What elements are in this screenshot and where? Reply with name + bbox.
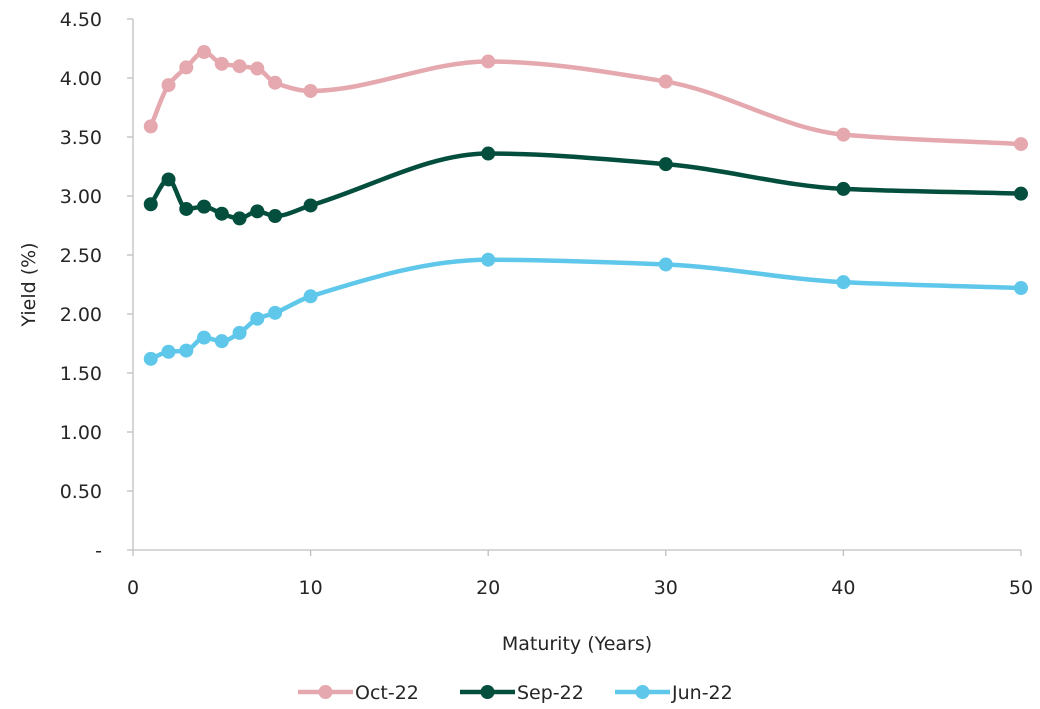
series-layer bbox=[143, 45, 1028, 366]
x-tick-label: 40 bbox=[831, 577, 855, 599]
data-point-sep-22 bbox=[232, 211, 247, 226]
data-point-oct-22 bbox=[836, 127, 851, 142]
data-point-jun-22 bbox=[161, 344, 176, 359]
data-point-sep-22 bbox=[161, 172, 176, 187]
data-point-jun-22 bbox=[179, 343, 194, 358]
legend-swatch-marker bbox=[480, 685, 495, 699]
y-tick-label: 3.50 bbox=[60, 127, 102, 149]
y-tick-label: 2.00 bbox=[60, 304, 102, 326]
data-point-oct-22 bbox=[161, 78, 176, 93]
data-point-sep-22 bbox=[143, 197, 158, 212]
data-point-jun-22 bbox=[250, 311, 265, 326]
legend-item-jun-22: Jun-22 bbox=[615, 682, 733, 704]
x-tick-label: 0 bbox=[127, 577, 139, 599]
data-point-oct-22 bbox=[143, 119, 158, 134]
y-tick-label: 1.00 bbox=[60, 422, 102, 444]
data-point-sep-22 bbox=[268, 209, 283, 224]
data-point-oct-22 bbox=[250, 61, 265, 76]
data-point-oct-22 bbox=[268, 75, 283, 90]
legend-swatch-marker bbox=[635, 685, 650, 699]
y-tick-label: 0.50 bbox=[60, 481, 102, 503]
data-point-oct-22 bbox=[214, 56, 229, 71]
y-tick-label: 2.50 bbox=[60, 245, 102, 267]
data-point-jun-22 bbox=[303, 289, 318, 304]
data-point-jun-22 bbox=[481, 252, 496, 267]
data-point-sep-22 bbox=[179, 201, 194, 216]
x-tick-label: 30 bbox=[654, 577, 678, 599]
data-point-oct-22 bbox=[658, 74, 673, 89]
data-point-oct-22 bbox=[179, 60, 194, 75]
x-tick-label: 10 bbox=[299, 577, 323, 599]
x-axis-ticks: 0 10 20 30 40 50 bbox=[127, 550, 1033, 599]
data-point-sep-22 bbox=[250, 204, 265, 219]
data-point-jun-22 bbox=[658, 257, 673, 272]
y-axis-ticks: - 0.50 1.00 1.50 2.00 2.50 3.00 3.50 4.00 4.50 bbox=[60, 9, 133, 562]
x-tick-label: 20 bbox=[476, 577, 500, 599]
x-axis-title: Maturity (Years) bbox=[502, 633, 652, 655]
legend-label: Jun-22 bbox=[671, 682, 733, 704]
legend: Oct-22 Sep-22 Jun-22 bbox=[298, 682, 733, 704]
y-tick-label: - bbox=[95, 540, 102, 562]
series-jun-22 bbox=[143, 252, 1028, 366]
y-tick-label: 1.50 bbox=[60, 363, 102, 385]
data-point-sep-22 bbox=[658, 157, 673, 172]
data-point-jun-22 bbox=[268, 305, 283, 320]
data-point-sep-22 bbox=[836, 181, 851, 196]
data-point-oct-22 bbox=[303, 83, 318, 98]
data-point-sep-22 bbox=[303, 198, 318, 213]
series-line-oct-22 bbox=[148, 49, 1024, 147]
data-point-oct-22 bbox=[197, 45, 212, 60]
data-point-jun-22 bbox=[232, 325, 247, 340]
series-line-jun-22 bbox=[148, 257, 1024, 362]
series-oct-22 bbox=[143, 45, 1028, 152]
legend-item-oct-22: Oct-22 bbox=[298, 682, 419, 704]
series-line-sep-22 bbox=[148, 151, 1024, 221]
y-axis-title: Yield (%) bbox=[18, 242, 40, 327]
data-point-oct-22 bbox=[232, 59, 247, 74]
legend-item-sep-22: Sep-22 bbox=[460, 682, 584, 704]
data-point-jun-22 bbox=[143, 351, 158, 366]
axes bbox=[132, 19, 1021, 551]
y-tick-label: 3.00 bbox=[60, 186, 102, 208]
data-point-oct-22 bbox=[1014, 137, 1028, 152]
series-sep-22 bbox=[143, 146, 1028, 226]
legend-swatch-marker bbox=[318, 685, 333, 699]
x-tick-label: 50 bbox=[1009, 577, 1033, 599]
data-point-sep-22 bbox=[197, 199, 212, 214]
data-point-jun-22 bbox=[214, 334, 229, 349]
data-point-sep-22 bbox=[1014, 186, 1028, 201]
data-point-jun-22 bbox=[1014, 281, 1028, 296]
data-point-sep-22 bbox=[481, 146, 496, 161]
legend-label: Oct-22 bbox=[355, 682, 419, 704]
y-tick-label: 4.00 bbox=[60, 68, 102, 90]
data-point-oct-22 bbox=[481, 54, 496, 69]
y-tick-label: 4.50 bbox=[60, 9, 102, 31]
data-point-jun-22 bbox=[197, 330, 212, 345]
legend-label: Sep-22 bbox=[517, 682, 584, 704]
data-point-sep-22 bbox=[214, 206, 229, 221]
data-point-jun-22 bbox=[836, 275, 851, 290]
